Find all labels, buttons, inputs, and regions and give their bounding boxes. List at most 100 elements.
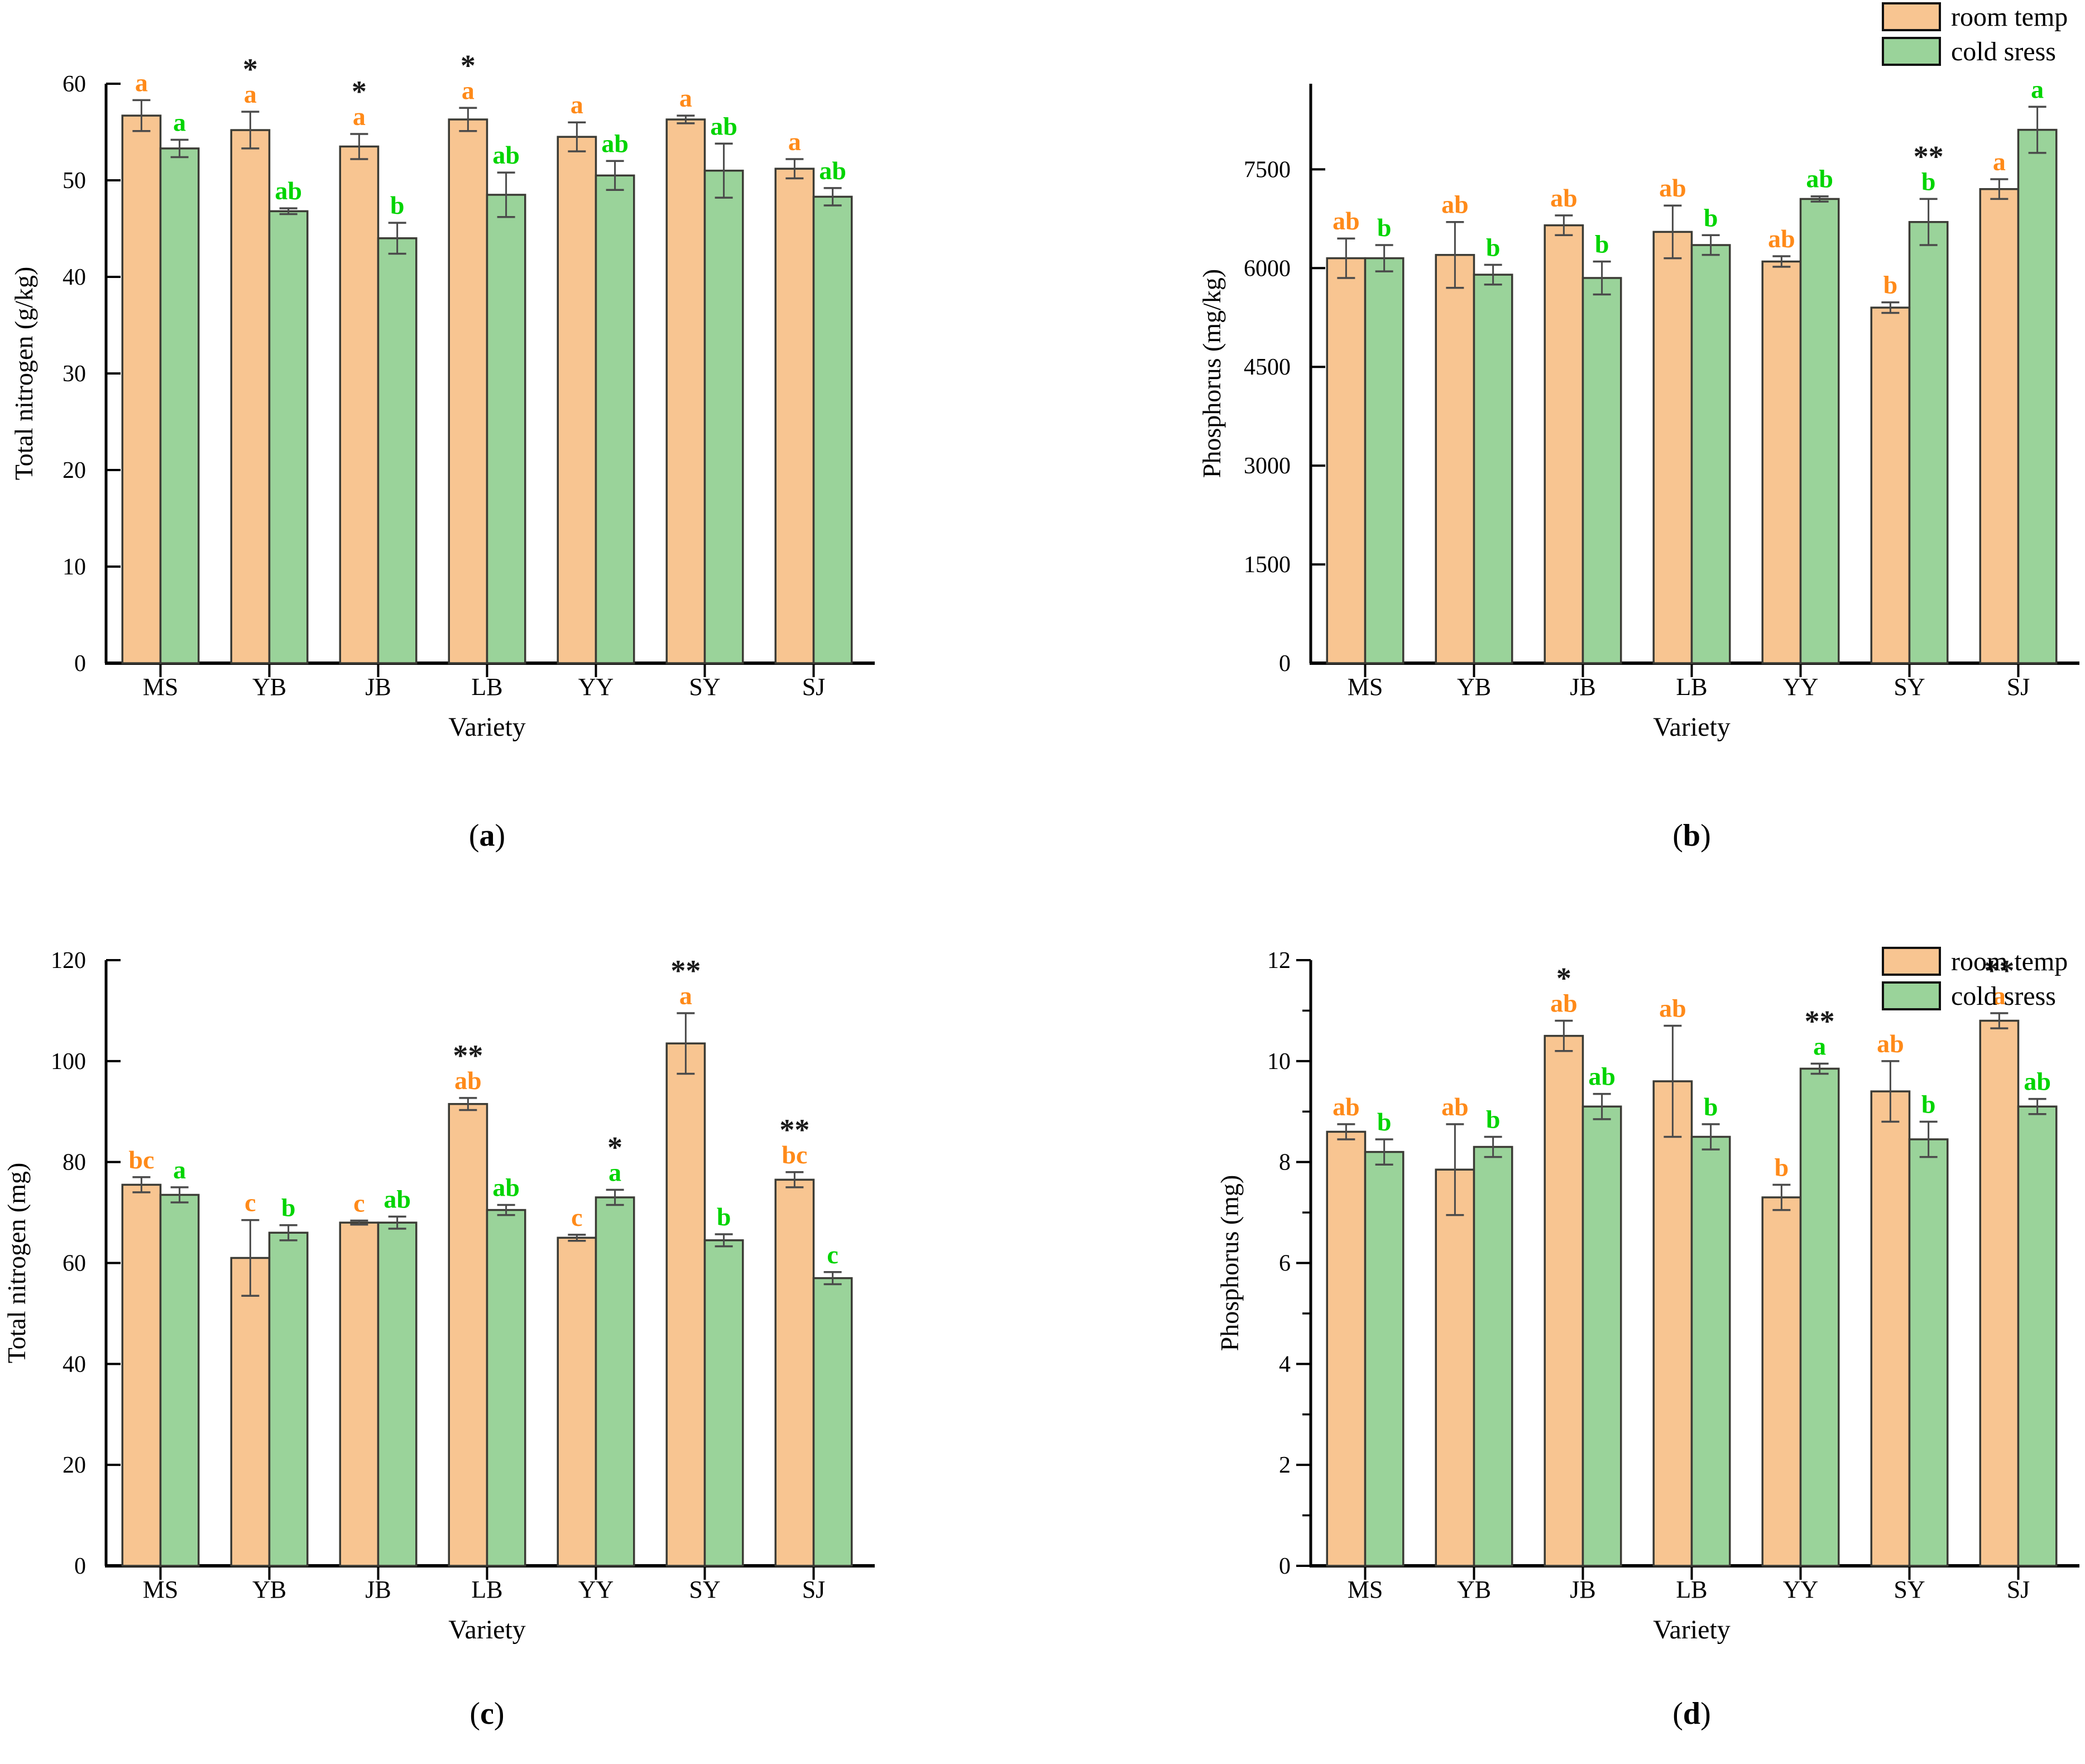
y-tick-label: 12 xyxy=(1267,948,1291,974)
y-tick-label: 40 xyxy=(63,1351,86,1377)
sig-letter: a xyxy=(1993,981,2006,1010)
legend-label-room: room temp xyxy=(1951,947,2068,976)
bar-room-LB xyxy=(1652,1080,1693,1567)
sig-letter: ab xyxy=(1441,1092,1469,1121)
panel-caption: (c) xyxy=(469,1696,504,1731)
y-tick-label: 30 xyxy=(63,361,86,387)
bar-cold-SY xyxy=(703,169,744,664)
x-tick-label: SY xyxy=(1894,673,1925,701)
bar-room-MS xyxy=(1326,257,1367,664)
bar-room-SJ xyxy=(774,1178,815,1567)
bar-cold-SJ xyxy=(812,1277,853,1567)
sig-asterisk: ** xyxy=(1984,954,2014,988)
bar-cold-JB xyxy=(1581,1105,1622,1567)
bar-room-JB xyxy=(1544,224,1584,664)
bar-room-YY xyxy=(557,136,597,664)
x-tick-label: YB xyxy=(1457,673,1491,701)
x-axis-title: Variety xyxy=(1653,712,1731,742)
sig-letter: a xyxy=(173,1156,186,1184)
sig-letter: a xyxy=(608,1158,621,1186)
sig-letter: ab xyxy=(1588,1062,1616,1091)
x-axis-title: Variety xyxy=(448,712,526,742)
x-tick-label: JB xyxy=(1570,673,1595,701)
y-tick-label: 8 xyxy=(1279,1150,1291,1176)
bar-room-SY xyxy=(665,1042,706,1567)
bar-cold-YY xyxy=(1799,198,1840,664)
sig-letter: ab xyxy=(1806,165,1833,193)
y-tick-label: 10 xyxy=(63,554,86,580)
sig-letter: ab xyxy=(1659,174,1686,202)
panel-a-total-nitrogen-gkg: 0 10 20 30 40 50 60 MS a a YB a * ab JB a * b LB a * ab YY a ab S… xyxy=(0,0,1042,882)
x-tick-label: YY xyxy=(578,1576,614,1603)
sig-asterisk: * xyxy=(1556,962,1571,995)
y-axis-title: Total nitrogen (g/kg) xyxy=(9,267,38,481)
x-tick-label: SY xyxy=(689,673,720,701)
sig-letter: a xyxy=(679,981,692,1010)
bar-cold-SY xyxy=(1908,220,1949,664)
bar-room-YB xyxy=(1435,253,1475,664)
bar-room-YB xyxy=(230,1257,271,1567)
sig-letter: b xyxy=(281,1193,296,1222)
bar-cold-LB xyxy=(1690,1135,1731,1567)
sig-letter: b xyxy=(1486,1105,1501,1133)
y-axis-title: Phosphorus (mg) xyxy=(1215,1175,1244,1351)
x-tick-label: LB xyxy=(471,1576,502,1603)
bar-cold-LB xyxy=(1690,244,1731,664)
panel-caption: (b) xyxy=(1672,818,1710,853)
x-tick-label: YB xyxy=(252,673,286,701)
sig-letter: ab xyxy=(1768,224,1795,253)
y-tick-label: 6 xyxy=(1279,1251,1291,1277)
legend-swatch-cold xyxy=(1882,37,1941,66)
sig-letter: a xyxy=(353,102,366,131)
x-tick-label: YB xyxy=(1457,1576,1491,1603)
legend: room temp cold sress xyxy=(1882,947,2068,1011)
bar-room-YY xyxy=(1761,1196,1802,1567)
x-tick-label: SJ xyxy=(2007,673,2030,701)
x-tick-label: MS xyxy=(1348,673,1383,701)
sig-letter: a xyxy=(462,76,474,104)
x-tick-label: YY xyxy=(1783,673,1819,701)
bar-cold-YB xyxy=(1473,274,1513,664)
bar-cold-LB xyxy=(486,1209,526,1567)
bar-room-YY xyxy=(557,1236,597,1567)
sig-letter: a xyxy=(571,90,583,119)
bar-cold-YB xyxy=(1473,1145,1513,1567)
bar-room-YB xyxy=(230,129,271,664)
bar-room-LB xyxy=(448,1102,488,1567)
bar-room-SJ xyxy=(1979,1019,2020,1567)
bar-cold-YY xyxy=(595,174,635,664)
x-tick-label: SJ xyxy=(2007,1576,2030,1603)
y-tick-label: 0 xyxy=(74,651,86,677)
y-tick-label: 0 xyxy=(1279,651,1291,677)
panel-b-phosphorus-mgkg: 0 1500 3000 4500 6000 7500 MS ab b YB ab b JB ab b LB ab… xyxy=(1043,0,2085,882)
sig-letter: b xyxy=(1921,1090,1936,1118)
x-tick-label: MS xyxy=(143,1576,179,1603)
sig-asterisk: * xyxy=(607,1130,622,1164)
x-axis-title: Variety xyxy=(448,1615,526,1645)
y-tick-label: 100 xyxy=(51,1049,86,1075)
sig-letter: ab xyxy=(275,176,302,205)
y-tick-label: 6000 xyxy=(1244,256,1291,281)
y-tick-label: 60 xyxy=(63,71,86,97)
panel-c-total-nitrogen-mg: 0 20 40 60 80 100 120 MS bc a YB c b JB c ab LB ab ** ab YY c… xyxy=(0,882,1042,1764)
bar-room-JB xyxy=(339,145,380,664)
y-tick-label: 1500 xyxy=(1244,552,1291,578)
panel-caption: (d) xyxy=(1672,1696,1710,1731)
sig-asterisk: ** xyxy=(670,954,701,988)
sig-asterisk: ** xyxy=(1914,140,1944,173)
bar-room-LB xyxy=(1652,231,1693,664)
sig-asterisk: ** xyxy=(1805,1004,1835,1038)
y-tick-label: 20 xyxy=(63,1453,86,1478)
sig-letter: ab xyxy=(1441,190,1469,219)
y-tick-label: 60 xyxy=(63,1251,86,1277)
sig-letter: b xyxy=(1921,167,1936,195)
y-tick-label: 50 xyxy=(63,168,86,194)
sig-letter: a xyxy=(1993,147,2006,176)
sig-letter: a xyxy=(244,80,257,108)
y-tick-label: 40 xyxy=(63,265,86,290)
sig-letter: ab xyxy=(819,156,846,185)
sig-letter: ab xyxy=(2024,1067,2051,1096)
sig-letter: a xyxy=(173,108,186,136)
